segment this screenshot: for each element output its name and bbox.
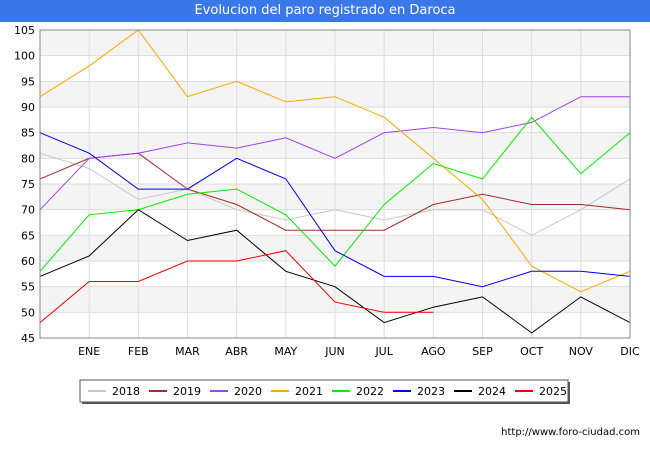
y-tick-label: 100	[14, 50, 35, 63]
chart-title: Evolucion del paro registrado en Daroca	[0, 0, 650, 22]
y-tick-label: 45	[21, 332, 35, 345]
y-tick-label: 85	[21, 127, 35, 140]
x-tick-label: NOV	[569, 345, 594, 358]
legend-label: 2025	[539, 385, 567, 398]
y-tick-label: 55	[21, 281, 35, 294]
y-tick-label: 80	[21, 152, 35, 165]
x-tick-label: DIC	[620, 345, 640, 358]
y-tick-label: 70	[21, 204, 35, 217]
legend-label: 2023	[417, 385, 445, 398]
legend-label: 2021	[295, 385, 323, 398]
legend-label: 2022	[356, 385, 384, 398]
legend: 2018 2019 2020 2021 2022 2023 2024 2025	[79, 379, 570, 404]
x-tick-label: MAR	[175, 345, 200, 358]
x-tick-label: AGO	[421, 345, 446, 358]
source-credit: http://www.foro-ciudad.com	[501, 427, 640, 438]
y-tick-label: 50	[21, 306, 35, 319]
series-line-2020	[39, 96, 630, 211]
y-tick-label: 60	[21, 255, 35, 268]
x-tick-label: JUN	[324, 345, 345, 358]
legend-label: 2020	[234, 385, 262, 398]
plot-border	[39, 29, 631, 339]
legend-label: 2019	[173, 385, 201, 398]
y-tick-label: 105	[14, 24, 35, 37]
y-tick-label: 65	[21, 229, 35, 242]
x-tick-label: OCT	[520, 345, 543, 358]
y-tick-label: 75	[21, 178, 35, 191]
y-tick-label: 90	[21, 101, 35, 114]
legend-label: 2024	[478, 385, 506, 398]
x-tick-label: MAY	[274, 345, 297, 358]
legend-label: 2018	[112, 385, 140, 398]
x-tick-label: JUL	[374, 345, 393, 358]
series-line-2018	[39, 152, 631, 236]
y-axis-ticks: 45 50 55 60 65 70 75 80 85 90 95 100 105	[14, 24, 35, 345]
x-tick-label: SEP	[472, 345, 493, 358]
x-tick-label: ABR	[225, 345, 248, 358]
legend-box	[79, 379, 569, 403]
series-line-2025	[39, 250, 434, 323]
x-tick-label: FEB	[128, 345, 149, 358]
x-tick-label: ENE	[78, 345, 100, 358]
series-line-2023	[39, 132, 631, 288]
x-axis-ticks: ENE FEB MAR ABR MAY JUN JUL AGO SEP OCT NOV DIC	[78, 345, 640, 358]
y-tick-label: 95	[21, 75, 35, 88]
series-line-2024	[39, 209, 631, 334]
